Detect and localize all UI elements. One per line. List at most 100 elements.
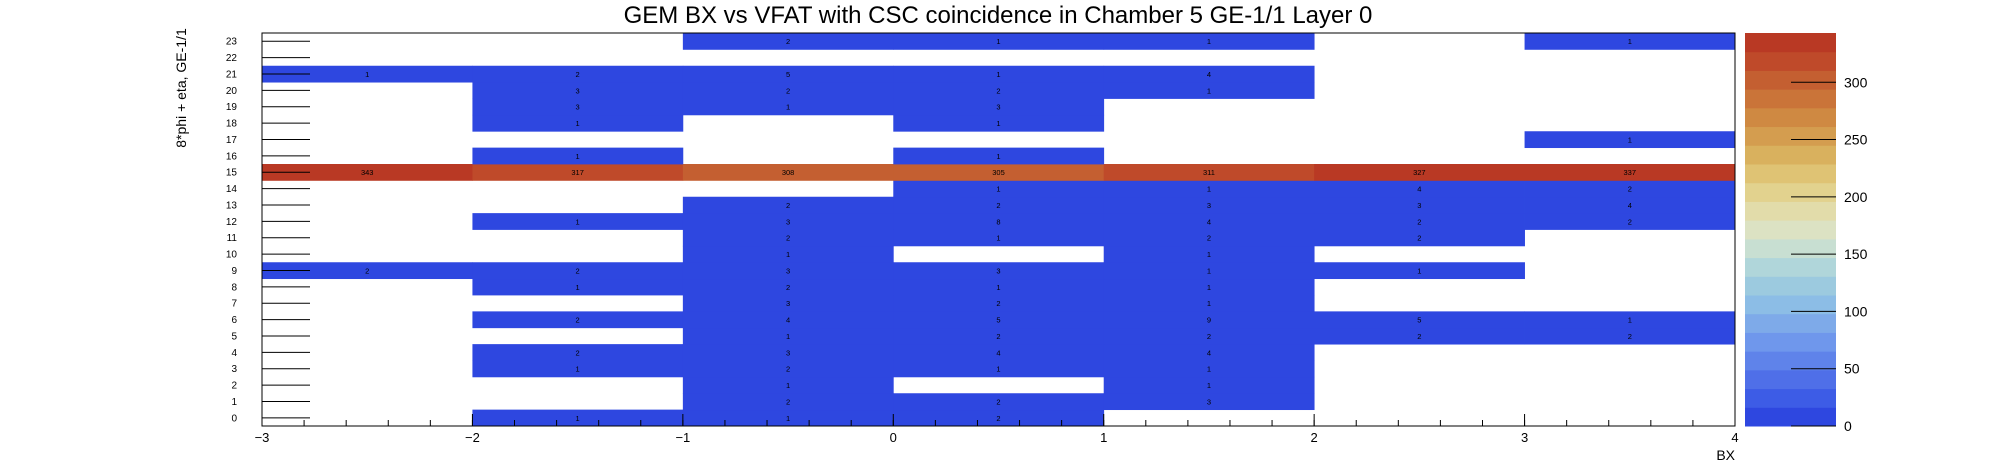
cell-value-label: 311 bbox=[1203, 168, 1215, 177]
cell-value-label: 1 bbox=[996, 119, 1000, 128]
heatmap-cell bbox=[1103, 245, 1315, 263]
cell-value-label: 2 bbox=[996, 201, 1000, 210]
heatmap-cell bbox=[1314, 164, 1525, 181]
cell-value-label: 2 bbox=[786, 201, 790, 210]
cell-value-label: 2 bbox=[1207, 332, 1211, 341]
heatmap-cell bbox=[1524, 213, 1736, 230]
cell-value-label: 2 bbox=[996, 299, 1000, 308]
x-tick-label: 2 bbox=[1311, 430, 1318, 445]
cell-value-label: 1 bbox=[1207, 86, 1211, 95]
heatmap-cell bbox=[893, 360, 1105, 378]
color-scale-label: 150 bbox=[1844, 246, 1868, 262]
cell-value-label: 2 bbox=[786, 234, 790, 243]
heatmap-cell bbox=[472, 278, 684, 296]
color-scale-swatch bbox=[1745, 89, 1836, 109]
cell-value-label: 2 bbox=[786, 365, 790, 374]
cell-value-label: 3 bbox=[786, 217, 790, 226]
heatmap-cell bbox=[1103, 360, 1315, 378]
cell-value-label: 1 bbox=[576, 119, 580, 128]
color-scale-label: 250 bbox=[1844, 132, 1868, 148]
cell-value-label: 1 bbox=[996, 37, 1000, 46]
cell-value-label: 1 bbox=[1207, 266, 1211, 275]
heatmap-cell bbox=[1314, 196, 1525, 214]
heatmap-cell bbox=[1103, 295, 1315, 312]
cell-value-label: 1 bbox=[996, 234, 1000, 243]
y-tick-label: 3 bbox=[231, 364, 237, 375]
cell-value-label: 3 bbox=[576, 103, 580, 112]
plot-frame bbox=[261, 32, 1736, 427]
heatmap-cell bbox=[1103, 180, 1315, 198]
y-tick-label: 15 bbox=[226, 168, 238, 179]
cell-value-label: 1 bbox=[1628, 135, 1632, 144]
heatmap-cell bbox=[262, 164, 473, 181]
color-scale-swatch bbox=[1745, 201, 1836, 221]
cell-value-label: 3 bbox=[1207, 397, 1211, 406]
x-tick-label: −3 bbox=[255, 430, 270, 445]
cell-value-label: 4 bbox=[1207, 70, 1211, 79]
x-tick-label: 0 bbox=[890, 430, 897, 445]
heatmap-cell bbox=[682, 311, 894, 329]
cell-value-label: 2 bbox=[576, 70, 580, 79]
x-tick-label: 4 bbox=[1731, 430, 1738, 445]
heatmap-cell bbox=[682, 360, 894, 378]
color-scale-swatch bbox=[1745, 276, 1836, 296]
cell-value-label: 2 bbox=[996, 397, 1000, 406]
heatmap-cell bbox=[682, 82, 894, 99]
cell-value-label: 2 bbox=[786, 86, 790, 95]
color-scale-label: 50 bbox=[1844, 361, 1860, 377]
cell-value-label: 3 bbox=[996, 266, 1000, 275]
x-tick-label: −1 bbox=[675, 430, 690, 445]
heatmap-cell bbox=[472, 65, 684, 83]
cell-value-label: 9 bbox=[1207, 316, 1211, 325]
cell-value-label: 2 bbox=[1207, 234, 1211, 243]
heatmap-cell bbox=[682, 295, 894, 312]
heatmap-cell bbox=[682, 98, 894, 116]
cell-value-label: 1 bbox=[1207, 250, 1211, 259]
cell-value-label: 3 bbox=[1207, 201, 1211, 210]
heatmap-cell bbox=[682, 344, 894, 361]
cell-value-label: 327 bbox=[1413, 168, 1426, 177]
heatmap-cell bbox=[682, 393, 894, 411]
heatmap-cell bbox=[472, 164, 684, 181]
cell-value-label: 1 bbox=[1207, 37, 1211, 46]
heatmap-cell bbox=[893, 229, 1105, 247]
heatmap-cell bbox=[682, 65, 894, 83]
cell-value-label: 1 bbox=[786, 381, 790, 390]
chart-title: GEM BX vs VFAT with CSC coincidence in C… bbox=[624, 2, 1373, 29]
cell-value-label: 3 bbox=[1417, 201, 1421, 210]
heatmap-cell bbox=[1103, 344, 1315, 361]
cell-value-label: 2 bbox=[365, 266, 369, 275]
cell-value-label: 1 bbox=[1628, 37, 1632, 46]
heatmap-cell bbox=[1524, 327, 1736, 345]
heatmap-cell bbox=[1524, 180, 1736, 198]
cell-value-label: 3 bbox=[786, 266, 790, 275]
heatmap-cell bbox=[1103, 327, 1315, 345]
heatmap-cell bbox=[472, 114, 684, 132]
heatmap-cell bbox=[472, 311, 684, 329]
x-tick-label: 1 bbox=[1100, 430, 1107, 445]
heatmap-cell bbox=[682, 33, 894, 50]
x-axis: −3 −2 −1 0 1 2 3 4 bbox=[255, 414, 1739, 445]
heatmap-cell bbox=[1314, 180, 1525, 198]
cell-value-label: 4 bbox=[786, 316, 790, 325]
heatmap-cells bbox=[262, 33, 1736, 427]
color-scale-swatch bbox=[1745, 238, 1836, 259]
color-scale-swatch bbox=[1745, 70, 1836, 90]
y-tick-label: 11 bbox=[227, 233, 238, 244]
heatmap-cell bbox=[893, 295, 1105, 312]
color-scale-label: 100 bbox=[1844, 303, 1868, 319]
cell-value-labels: 11 22 2 31 11 2 1 12 3 4 41 2 2 2 22 4 5 9 5 13 2 11 2 1 12 2 3 3 1 1… bbox=[361, 37, 1636, 423]
cell-value-label: 305 bbox=[992, 168, 1005, 177]
cell-value-label: 2 bbox=[1628, 332, 1632, 341]
cell-value-label: 1 bbox=[996, 152, 1000, 161]
cell-value-label: 308 bbox=[782, 168, 795, 177]
heatmap-cell bbox=[1103, 213, 1315, 230]
heatmap-cell bbox=[472, 344, 684, 361]
cell-value-label: 1 bbox=[576, 365, 580, 374]
heatmap-cell bbox=[893, 82, 1105, 99]
cell-value-label: 343 bbox=[361, 168, 374, 177]
cell-value-label: 3 bbox=[576, 86, 580, 95]
heatmap-cell bbox=[1524, 164, 1736, 181]
cell-value-label: 2 bbox=[576, 316, 580, 325]
